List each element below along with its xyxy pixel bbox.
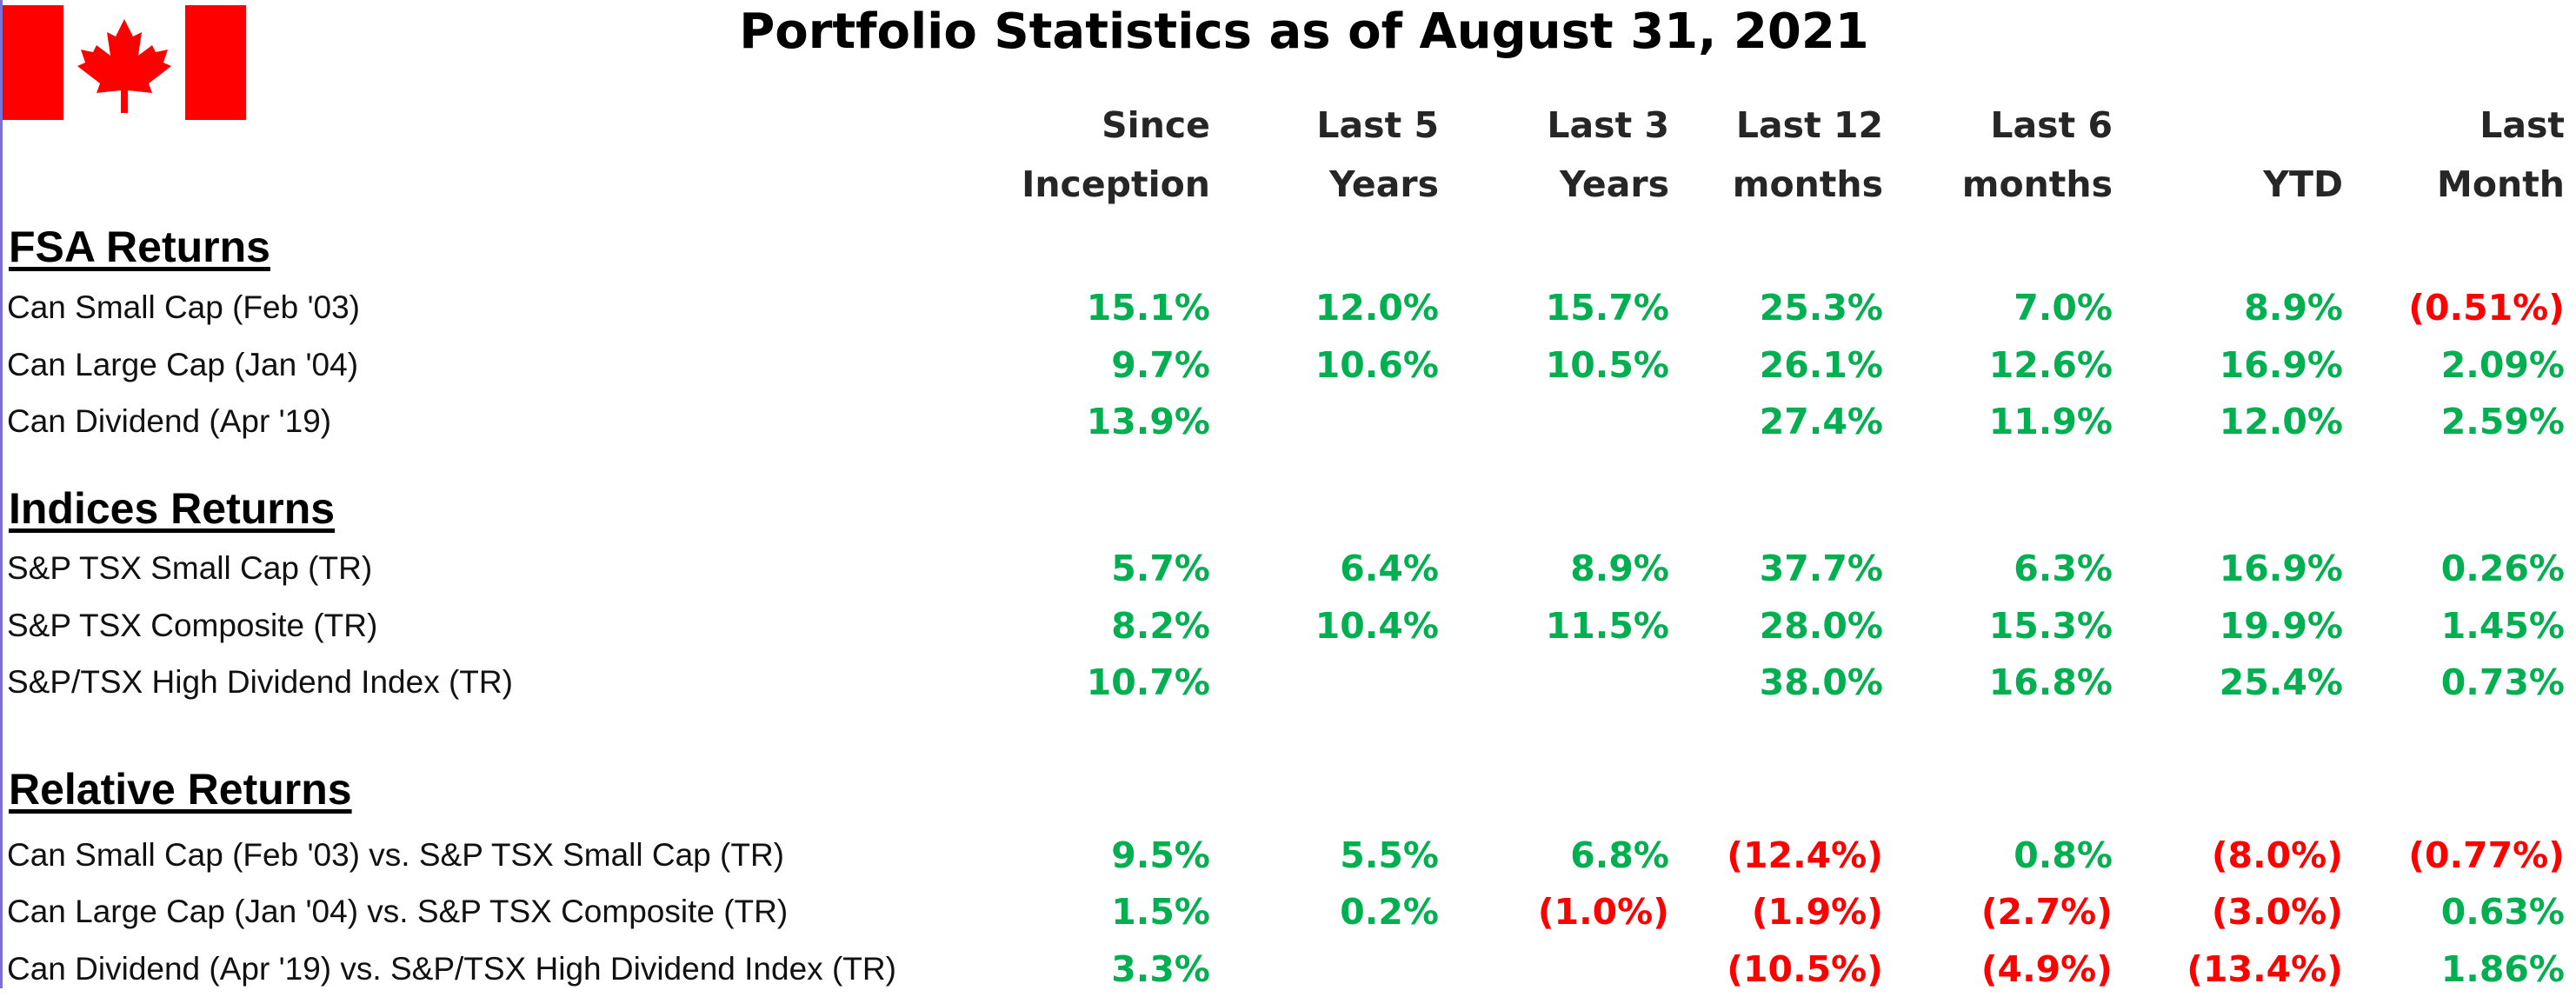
left-border-line xyxy=(0,0,3,988)
return-cell: 25.3% xyxy=(1759,287,1883,329)
section-heading-fsa-returns: FSA Returns xyxy=(9,223,270,271)
return-cell: 16.9% xyxy=(2219,344,2343,386)
return-cell: (4.9%) xyxy=(1980,948,2113,990)
column-header-line2: months xyxy=(1961,163,2113,205)
return-cell: 12.0% xyxy=(2219,401,2343,442)
column-header-line2: Inception xyxy=(1022,163,1210,205)
return-cell: 1.45% xyxy=(2440,605,2565,647)
row-label: Can Dividend (Apr '19) xyxy=(7,403,332,439)
column-header-line2: Years xyxy=(1559,163,1669,205)
row-label: Can Large Cap (Jan '04) vs. S&P TSX Comp… xyxy=(7,894,789,929)
column-header-line1: Last xyxy=(2479,104,2565,146)
column-header-line2: months xyxy=(1732,163,1883,205)
column-header-last-12-months: Last 12 months xyxy=(1674,96,1883,214)
return-cell: 11.9% xyxy=(1988,401,2113,442)
return-cell: 3.3% xyxy=(1111,948,1210,990)
return-cell: 26.1% xyxy=(1759,344,1883,386)
row-label: S&P/TSX High Dividend Index (TR) xyxy=(7,664,513,700)
return-cell: 1.5% xyxy=(1111,891,1210,933)
return-cell: 10.7% xyxy=(1086,661,1210,703)
return-cell: 10.6% xyxy=(1315,344,1439,386)
return-cell: 16.9% xyxy=(2219,548,2343,589)
return-cell: (12.4%) xyxy=(1727,834,1883,876)
return-cell: 0.73% xyxy=(2440,661,2565,703)
return-cell: (0.77%) xyxy=(2408,834,2565,876)
column-header-ytd: YTD xyxy=(2134,96,2343,214)
return-cell: 12.0% xyxy=(1315,287,1439,329)
row-label: S&P TSX Small Cap (TR) xyxy=(7,550,373,586)
column-header-line2: Years xyxy=(1328,163,1439,205)
return-cell: 0.63% xyxy=(2440,891,2565,933)
return-cell: 10.5% xyxy=(1545,344,1669,386)
return-cell: 2.59% xyxy=(2440,401,2565,442)
return-cell: 8.9% xyxy=(2244,287,2343,329)
return-cell: (2.7%) xyxy=(1980,891,2113,933)
column-header-line1: Last 3 xyxy=(1547,104,1669,146)
return-cell: 37.7% xyxy=(1759,548,1883,589)
return-cell: 0.26% xyxy=(2440,548,2565,589)
return-cell: 15.3% xyxy=(1988,605,2113,647)
return-cell: 13.9% xyxy=(1086,401,1210,442)
column-header-line1: Last 5 xyxy=(1316,104,1439,146)
return-cell: (0.51%) xyxy=(2408,287,2565,329)
return-cell: (13.4%) xyxy=(2187,948,2343,990)
return-cell: 10.4% xyxy=(1315,605,1439,647)
return-cell: 6.4% xyxy=(1340,548,1439,589)
return-cell: 6.3% xyxy=(2014,548,2113,589)
return-cell: 15.1% xyxy=(1086,287,1210,329)
return-cell: (1.9%) xyxy=(1751,891,1883,933)
column-header-line1 xyxy=(2134,96,2343,155)
return-cell: 25.4% xyxy=(2219,661,2343,703)
column-header-since-inception: Since Inception xyxy=(1002,96,1210,214)
return-cell: 16.8% xyxy=(1988,661,2113,703)
column-header-last-3-years: Last 3 Years xyxy=(1461,96,1669,214)
return-cell: (3.0%) xyxy=(2211,891,2343,933)
row-label: Can Small Cap (Feb '03) xyxy=(7,289,361,325)
return-cell: 19.9% xyxy=(2219,605,2343,647)
return-cell: 8.9% xyxy=(1570,548,1669,589)
page-title: Portfolio Statistics as of August 31, 20… xyxy=(739,3,1869,60)
return-cell: (1.0%) xyxy=(1537,891,1669,933)
return-cell: 11.5% xyxy=(1545,605,1669,647)
return-cell: 5.7% xyxy=(1111,548,1210,589)
return-cell: 9.5% xyxy=(1111,834,1210,876)
return-cell: 5.5% xyxy=(1340,834,1439,876)
column-header-last-month: Last Month xyxy=(2356,96,2565,214)
row-label: S&P TSX Composite (TR) xyxy=(7,608,378,643)
return-cell: 12.6% xyxy=(1988,344,2113,386)
return-cell: 7.0% xyxy=(2014,287,2113,329)
return-cell: 6.8% xyxy=(1570,834,1669,876)
column-header-last-5-years: Last 5 Years xyxy=(1230,96,1439,214)
section-heading-indices-returns: Indices Returns xyxy=(9,484,336,533)
return-cell: 2.09% xyxy=(2440,344,2565,386)
row-label: Can Dividend (Apr '19) vs. S&P/TSX High … xyxy=(7,951,896,987)
return-cell: 9.7% xyxy=(1111,344,1210,386)
return-cell: 8.2% xyxy=(1111,605,1210,647)
return-cell: (10.5%) xyxy=(1727,948,1883,990)
return-cell: (8.0%) xyxy=(2211,834,2343,876)
return-cell: 15.7% xyxy=(1545,287,1669,329)
return-cell: 0.8% xyxy=(2014,834,2113,876)
row-label: Can Large Cap (Jan '04) xyxy=(7,347,359,382)
return-cell: 27.4% xyxy=(1759,401,1883,442)
column-header-line2: Month xyxy=(2437,163,2565,205)
column-header-line2: YTD xyxy=(2263,163,2343,205)
section-heading-relative-returns: Relative Returns xyxy=(9,765,352,814)
column-header-last-6-months: Last 6 months xyxy=(1904,96,2113,214)
return-cell: 38.0% xyxy=(1759,661,1883,703)
row-label: Can Small Cap (Feb '03) vs. S&P TSX Smal… xyxy=(7,837,784,873)
column-header-line1: Last 12 xyxy=(1735,104,1883,146)
canada-flag-icon xyxy=(3,5,246,120)
return-cell: 1.86% xyxy=(2440,948,2565,990)
return-cell: 0.2% xyxy=(1340,891,1439,933)
column-header-line1: Since xyxy=(1102,104,1210,146)
column-header-line1: Last 6 xyxy=(1990,104,2113,146)
return-cell: 28.0% xyxy=(1759,605,1883,647)
